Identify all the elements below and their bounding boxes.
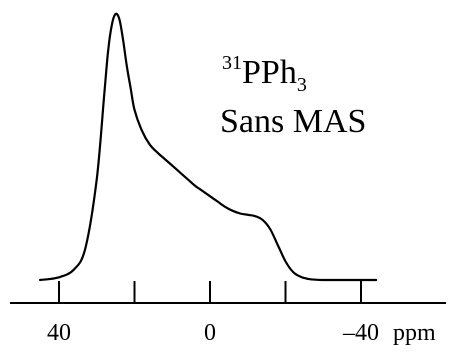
nucleus-annotation: 31PPh3 Sans MAS (220, 52, 366, 140)
annotation-line-2: Sans MAS (220, 103, 366, 140)
isotope-mass-superscript: 31 (222, 52, 242, 74)
subscript-label: 3 (297, 74, 307, 96)
plot-area (39, 12, 378, 282)
x-axis-tick-labels: 40 0 –40 (47, 320, 379, 346)
x-axis-ticks (58, 281, 362, 303)
nucleus-label: 31PPh3 (222, 52, 307, 96)
x-tick-label: 40 (47, 320, 71, 346)
x-tick-label: –40 (342, 320, 379, 346)
x-tick-label: 0 (204, 320, 216, 346)
spectrum-line (39, 12, 378, 282)
element-label: PPh (242, 54, 297, 91)
x-axis-unit-label: ppm (393, 320, 436, 346)
